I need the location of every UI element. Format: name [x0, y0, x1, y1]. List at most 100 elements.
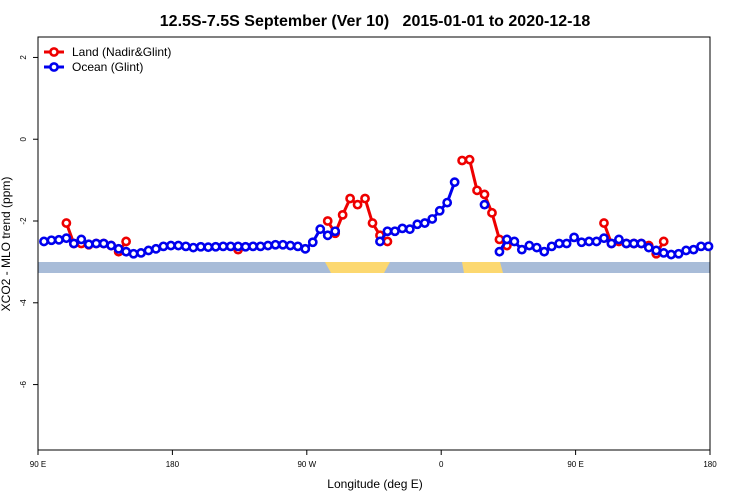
- point: [255, 241, 266, 252]
- point: [360, 193, 370, 204]
- point: [218, 241, 229, 252]
- point: [382, 236, 393, 247]
- point: [173, 240, 184, 251]
- y-tick-label: -2: [19, 217, 28, 225]
- point: [464, 154, 475, 165]
- point: [307, 237, 318, 248]
- legend-marker: [49, 62, 59, 72]
- point: [636, 238, 647, 249]
- land-mask-strip: [38, 262, 710, 273]
- point: [658, 236, 669, 247]
- x-tick-label: 0: [439, 460, 444, 469]
- point: [91, 238, 102, 249]
- point: [569, 232, 580, 243]
- point: [300, 243, 311, 254]
- point: [46, 235, 57, 246]
- point: [278, 239, 288, 250]
- point: [203, 242, 214, 253]
- point: [599, 233, 609, 244]
- point: [195, 241, 206, 252]
- point: [315, 224, 326, 235]
- x-tick-label: 90 E: [567, 460, 583, 469]
- point: [292, 241, 303, 252]
- point: [688, 244, 699, 255]
- point: [136, 248, 146, 258]
- legend-marker: [49, 47, 59, 57]
- point: [561, 238, 572, 249]
- x-tick-label: 180: [703, 460, 717, 469]
- point: [531, 242, 542, 253]
- point: [457, 155, 468, 166]
- legend-label: Ocean (Glint): [72, 60, 143, 74]
- point: [703, 241, 714, 252]
- x-tick-label: 90 W: [297, 460, 316, 469]
- point: [233, 241, 244, 252]
- point: [270, 239, 281, 250]
- point: [442, 197, 453, 208]
- point: [225, 241, 236, 252]
- y-tick-label: 2: [19, 55, 28, 60]
- x-tick-label: 180: [166, 460, 180, 469]
- point: [106, 240, 117, 251]
- point: [143, 245, 154, 256]
- point: [554, 238, 565, 249]
- point: [188, 242, 199, 253]
- point: [487, 207, 497, 218]
- point: [539, 246, 550, 257]
- point: [666, 249, 677, 260]
- point: [651, 245, 662, 256]
- point: [128, 248, 139, 259]
- point: [427, 214, 438, 224]
- point: [584, 236, 594, 247]
- point: [61, 233, 72, 244]
- point: [628, 238, 639, 249]
- point: [576, 237, 587, 248]
- point: [61, 218, 72, 228]
- point: [180, 241, 191, 252]
- point: [352, 199, 363, 210]
- point: [98, 238, 109, 249]
- point: [382, 226, 393, 237]
- point: [606, 238, 617, 249]
- point: [83, 239, 94, 250]
- point: [330, 226, 341, 237]
- y-tick-label: -4: [19, 299, 28, 307]
- x-axis-label: Longitude (deg E): [327, 477, 422, 491]
- point: [621, 238, 632, 249]
- point: [158, 241, 169, 252]
- point: [285, 240, 296, 251]
- point: [412, 219, 423, 230]
- point: [390, 226, 400, 237]
- legend-label: Land (Nadir&Glint): [72, 45, 171, 59]
- point: [494, 234, 505, 245]
- point: [509, 236, 520, 247]
- point: [494, 246, 505, 257]
- point: [614, 234, 624, 245]
- point: [434, 205, 445, 216]
- point: [502, 234, 512, 245]
- point: [546, 241, 557, 252]
- point: [524, 240, 535, 251]
- point: [397, 223, 408, 234]
- point: [121, 246, 132, 257]
- point: [479, 199, 490, 210]
- point: [696, 241, 706, 252]
- point: [337, 209, 348, 220]
- point: [449, 177, 460, 188]
- point: [472, 185, 482, 196]
- point: [240, 241, 251, 252]
- point: [345, 193, 356, 204]
- point: [658, 248, 669, 258]
- point: [248, 241, 258, 252]
- point: [367, 218, 378, 228]
- y-tick-label: 0: [19, 136, 28, 141]
- point: [113, 243, 124, 254]
- point: [516, 244, 527, 255]
- y-tick-label: -6: [19, 380, 28, 388]
- point: [375, 236, 385, 247]
- point: [591, 236, 602, 247]
- point: [54, 234, 64, 245]
- point: [599, 218, 609, 228]
- chart-title: 12.5S-7.5S September (Ver 10) 2015-01-01…: [160, 13, 591, 30]
